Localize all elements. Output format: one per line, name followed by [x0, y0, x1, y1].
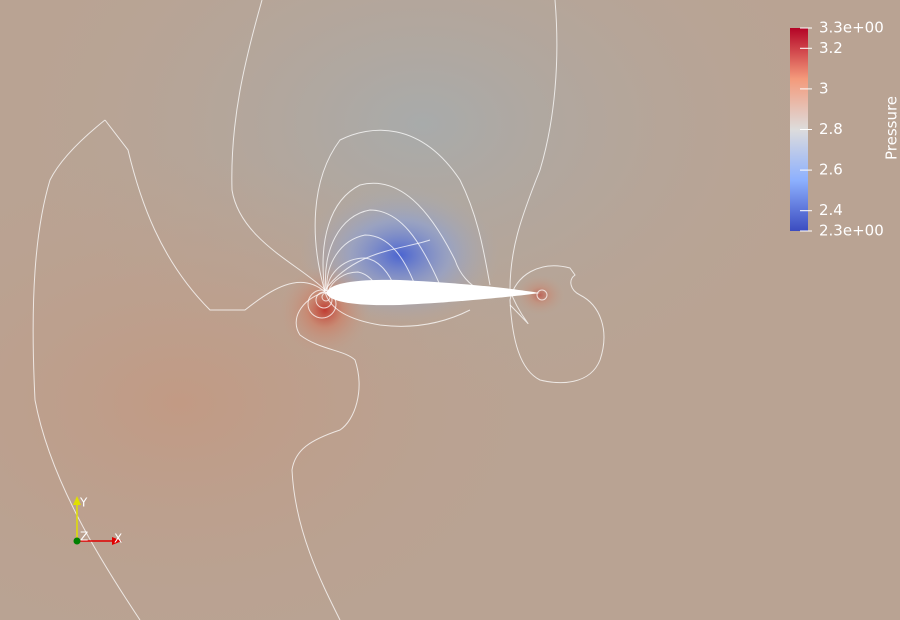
color-tick-label: 3.3e+00 [819, 19, 884, 37]
contour-line [326, 234, 416, 292]
contour-line [509, 0, 558, 325]
contour-line [536, 289, 548, 301]
color-tick-label: 2.4 [819, 201, 843, 219]
contours [32, 0, 605, 620]
contour-line [307, 289, 337, 319]
contour-line [314, 129, 491, 293]
contour-line [324, 291, 471, 327]
y-axis-label: Y [79, 496, 88, 510]
x-arrow-head [112, 537, 122, 545]
contour-line [231, 0, 431, 291]
x-axis-label: X [114, 532, 122, 546]
contour-line [326, 257, 396, 292]
color-tick-label: 3 [819, 79, 829, 97]
color-tick-label: 2.8 [819, 120, 843, 138]
color-legend-title: Pressure [883, 96, 900, 160]
y-arrow-head [73, 496, 81, 505]
trailing-region [515, 275, 565, 315]
contour-line [509, 265, 605, 384]
axes-triad: Y Z X [73, 496, 122, 546]
z-axis-label: Z [80, 530, 88, 544]
contour-line [32, 119, 141, 620]
airfoil [326, 279, 540, 306]
contour-line [104, 119, 326, 311]
contour-line [322, 182, 481, 293]
color-tick-label: 2.6 [819, 161, 843, 179]
color-legend: Pressure 3.3e+00 3.2 3 2.8 2.6 2.4 2.3e+00 [790, 19, 900, 240]
color-scale [790, 28, 808, 231]
color-tick-label: 2.3e+00 [819, 222, 884, 240]
contour-line [291, 291, 360, 620]
color-tick-label: 3.2 [819, 39, 843, 57]
contour-line [315, 291, 333, 309]
z-axis-dot [73, 537, 81, 545]
contour-line [324, 209, 441, 292]
